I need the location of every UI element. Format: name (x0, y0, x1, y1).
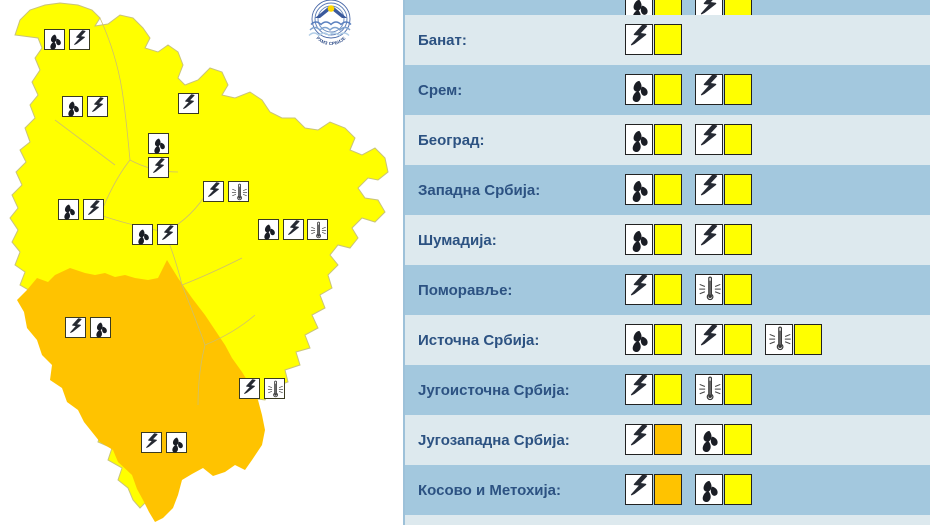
svg-text:РХМЗ СРБИЈЕ: РХМЗ СРБИЈЕ (315, 36, 346, 47)
